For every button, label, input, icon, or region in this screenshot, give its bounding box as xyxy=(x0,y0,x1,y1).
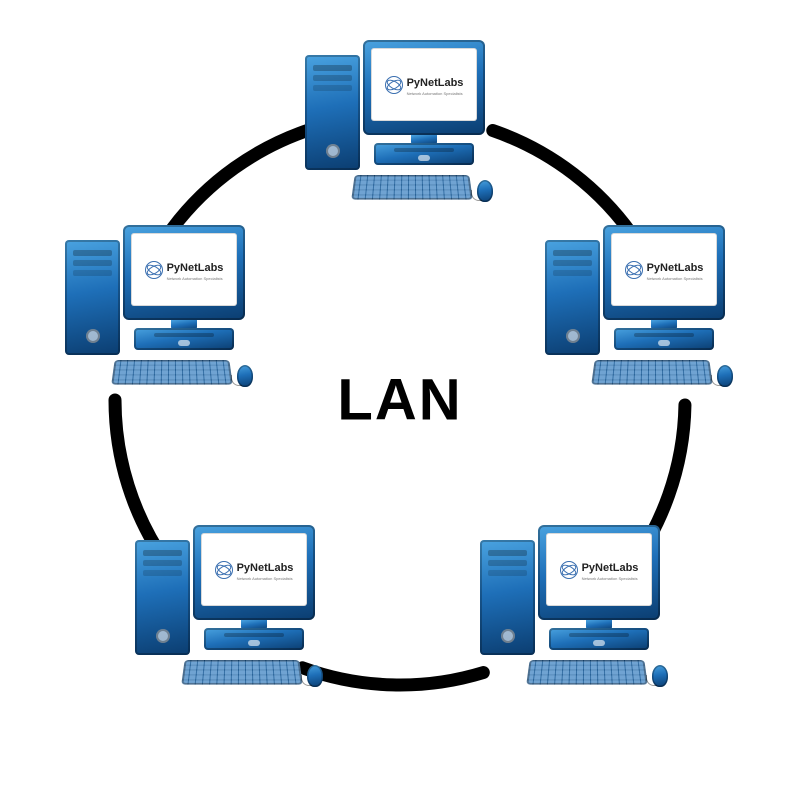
logo-text: PyNetLabs xyxy=(407,77,464,89)
computer-icon: PyNetLabs Network Automation Specialists xyxy=(305,40,495,210)
logo-text: PyNetLabs xyxy=(237,562,294,574)
logo-text-wrap: PyNetLabs Network Automation Specialists xyxy=(647,258,704,281)
tower-icon xyxy=(305,55,360,170)
monitor-icon: PyNetLabs Network Automation Specialists xyxy=(603,225,725,320)
computer-node: PyNetLabs Network Automation Specialists xyxy=(65,225,255,395)
logo: PyNetLabs Network Automation Specialists xyxy=(625,258,704,281)
tower-icon xyxy=(135,540,190,655)
mouse-icon xyxy=(652,665,668,687)
ring-arc xyxy=(303,668,484,685)
monitor-base xyxy=(538,620,660,650)
monitor-base xyxy=(123,320,245,350)
logo-subtext: Network Automation Specialists xyxy=(167,276,224,281)
keyboard-icon xyxy=(591,360,712,385)
center-label: LAN xyxy=(337,367,462,434)
mouse-icon xyxy=(237,365,253,387)
computer-icon: PyNetLabs Network Automation Specialists xyxy=(545,225,735,395)
screen: PyNetLabs Network Automation Specialists xyxy=(131,233,237,306)
logo: PyNetLabs Network Automation Specialists xyxy=(560,558,639,581)
logo-subtext: Network Automation Specialists xyxy=(582,576,639,581)
screen: PyNetLabs Network Automation Specialists xyxy=(546,533,652,606)
keyboard-icon xyxy=(181,660,302,685)
computer-node: PyNetLabs Network Automation Specialists xyxy=(545,225,735,395)
logo-text: PyNetLabs xyxy=(167,262,224,274)
monitor-base xyxy=(193,620,315,650)
logo-icon xyxy=(560,561,578,579)
mouse-icon xyxy=(477,180,493,202)
logo: PyNetLabs Network Automation Specialists xyxy=(215,558,294,581)
keyboard-icon xyxy=(111,360,232,385)
logo: PyNetLabs Network Automation Specialists xyxy=(145,258,224,281)
monitor-icon: PyNetLabs Network Automation Specialists xyxy=(193,525,315,620)
monitor-icon: PyNetLabs Network Automation Specialists xyxy=(363,40,485,135)
keyboard-icon xyxy=(351,175,472,200)
monitor-foot xyxy=(614,328,714,350)
diagram-canvas: LAN PyNetLabs Network Automation Special… xyxy=(0,0,800,800)
tower-icon xyxy=(480,540,535,655)
logo-subtext: Network Automation Specialists xyxy=(237,576,294,581)
logo-subtext: Network Automation Specialists xyxy=(407,91,464,96)
monitor-base xyxy=(603,320,725,350)
screen: PyNetLabs Network Automation Specialists xyxy=(611,233,717,306)
screen: PyNetLabs Network Automation Specialists xyxy=(201,533,307,606)
logo-icon xyxy=(215,561,233,579)
logo-text-wrap: PyNetLabs Network Automation Specialists xyxy=(407,73,464,96)
computer-node: PyNetLabs Network Automation Specialists xyxy=(305,40,495,210)
tower-icon xyxy=(65,240,120,355)
keyboard-icon xyxy=(526,660,647,685)
mouse-icon xyxy=(717,365,733,387)
logo-text: PyNetLabs xyxy=(582,562,639,574)
screen: PyNetLabs Network Automation Specialists xyxy=(371,48,477,121)
mouse-icon xyxy=(307,665,323,687)
logo-text-wrap: PyNetLabs Network Automation Specialists xyxy=(237,558,294,581)
computer-node: PyNetLabs Network Automation Specialists xyxy=(480,525,670,695)
logo-subtext: Network Automation Specialists xyxy=(647,276,704,281)
monitor-icon: PyNetLabs Network Automation Specialists xyxy=(123,225,245,320)
computer-node: PyNetLabs Network Automation Specialists xyxy=(135,525,325,695)
logo: PyNetLabs Network Automation Specialists xyxy=(385,73,464,96)
tower-icon xyxy=(545,240,600,355)
logo-icon xyxy=(625,261,643,279)
computer-icon: PyNetLabs Network Automation Specialists xyxy=(65,225,255,395)
monitor-foot xyxy=(549,628,649,650)
logo-text-wrap: PyNetLabs Network Automation Specialists xyxy=(582,558,639,581)
computer-icon: PyNetLabs Network Automation Specialists xyxy=(480,525,670,695)
monitor-foot xyxy=(134,328,234,350)
logo-icon xyxy=(145,261,163,279)
logo-text-wrap: PyNetLabs Network Automation Specialists xyxy=(167,258,224,281)
ring-arc xyxy=(172,129,312,229)
monitor-base xyxy=(363,135,485,165)
logo-icon xyxy=(385,76,403,94)
monitor-foot xyxy=(204,628,304,650)
logo-text: PyNetLabs xyxy=(647,262,704,274)
computer-icon: PyNetLabs Network Automation Specialists xyxy=(135,525,325,695)
monitor-foot xyxy=(374,143,474,165)
monitor-icon: PyNetLabs Network Automation Specialists xyxy=(538,525,660,620)
